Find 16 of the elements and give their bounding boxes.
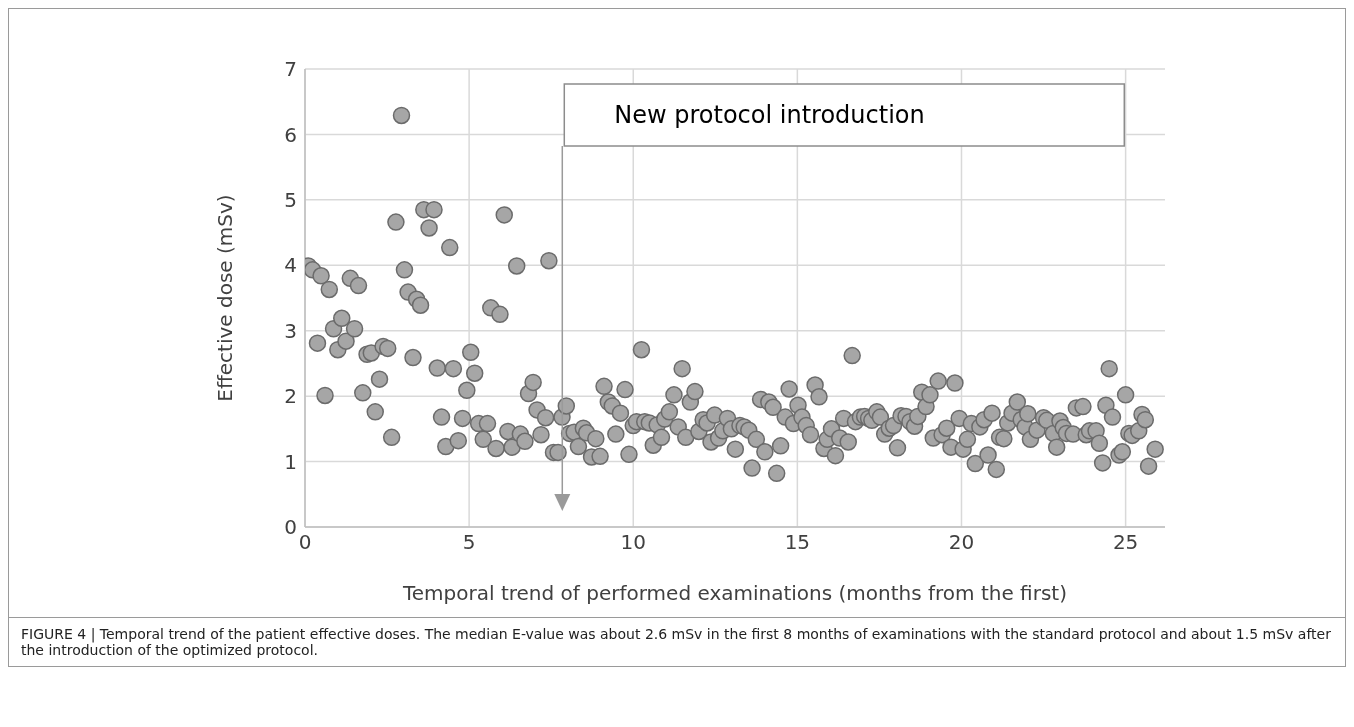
annotation: New protocol introduction [614, 101, 925, 129]
x-tick-label: 15 [784, 530, 811, 555]
y-tick-label: 4 [284, 253, 297, 278]
x-tick-label: 20 [948, 530, 975, 555]
x-tick-label: 5 [462, 530, 476, 555]
y-tick-label: 1 [284, 449, 297, 474]
y-tick-label: 5 [284, 187, 297, 212]
x-tick-label: 10 [620, 530, 646, 555]
y-tick-label: 2 [284, 384, 297, 409]
caption: FIGURE 4 | Temporal trend of the patient effective doses. The median E-value was about 2.6 mSv in the first 8 months of examinations with the standard protocol and about 1.5 mSv after the introduction of the optimized protocol. [21, 626, 1332, 658]
y-axis-title: Effective dose (mSv) [213, 194, 238, 402]
x-tick-label: 25 [1112, 530, 1139, 555]
y-tick-label: 6 [284, 122, 297, 147]
y-tick-label: 3 [284, 318, 297, 343]
x-axis-title: Temporal trend of performed examinations (months from the first) [402, 581, 1067, 605]
y-tick-label: 7 [284, 57, 297, 82]
